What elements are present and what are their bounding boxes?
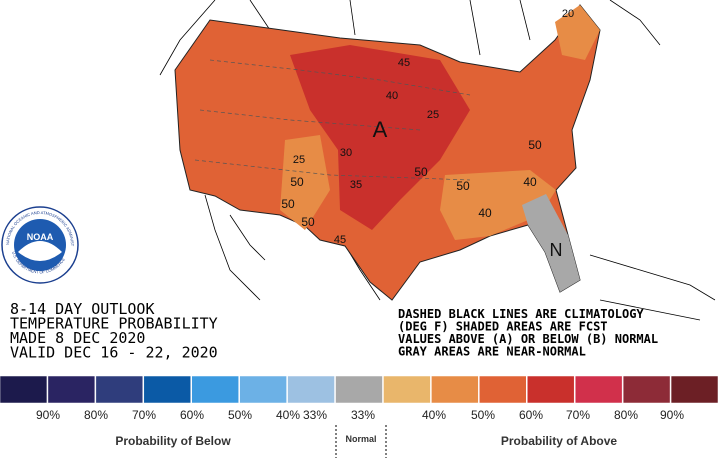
- map-labels: A N 20 45 40 25 30 35 25 50 50 50 45 50 50 50 40 40: [281, 8, 574, 260]
- contour-label: 30: [340, 147, 352, 159]
- legend-swatch: [0, 375, 48, 404]
- climatology-lines: [194, 59, 471, 181]
- contour-label: A: [373, 117, 388, 142]
- legend-label: 50%: [228, 408, 252, 422]
- legend-swatch: [239, 375, 287, 404]
- contour-label: 35: [350, 179, 362, 191]
- legend-label: 70%: [132, 408, 156, 422]
- legend-swatch: [527, 375, 575, 404]
- title-line: MADE 8 DEC 2020: [10, 329, 145, 347]
- title-line: VALID DEC 16 - 22, 2020: [10, 344, 218, 362]
- contour-label: 50: [528, 138, 542, 152]
- contour-label: 50: [301, 215, 315, 229]
- contour-label: 45: [398, 57, 410, 69]
- legend-label: 33%: [303, 408, 327, 422]
- legend-swatch: [335, 375, 383, 404]
- contour-label: 40: [478, 206, 492, 220]
- normal-title: Normal: [345, 434, 376, 444]
- notes-block: DASHED BLACK LINES ARE CLIMATOLOGY(DEG F…: [398, 307, 658, 359]
- legend-label: 60%: [180, 408, 204, 422]
- contour-label: 40: [523, 175, 537, 189]
- legend-label: 60%: [519, 408, 543, 422]
- above-40-region: [555, 5, 600, 60]
- legend-swatch: [191, 375, 239, 404]
- contour-label: 50: [414, 165, 428, 179]
- legend-swatch: [47, 375, 96, 404]
- contour-label: 50: [281, 197, 295, 211]
- contour-label: 45: [334, 234, 346, 246]
- below-title: Probability of Below: [115, 434, 231, 448]
- legend-swatch: [479, 375, 527, 404]
- contour-label: 25: [427, 109, 439, 121]
- contour-label: 50: [456, 179, 470, 193]
- legend-label: 90%: [36, 408, 60, 422]
- contour-label: 25: [293, 154, 305, 166]
- title-line: 8-14 DAY OUTLOOK: [10, 300, 155, 318]
- above-title: Probability of Above: [501, 434, 618, 448]
- legend-label: 70%: [566, 408, 590, 422]
- legend-swatch: [670, 375, 719, 404]
- contour-label: 50: [290, 175, 304, 189]
- above-60-region: [290, 45, 470, 230]
- legend-swatch: [143, 375, 191, 404]
- logo-name: NOAA: [27, 232, 54, 242]
- above-40-region: [440, 170, 556, 240]
- above-40-region: [280, 135, 330, 230]
- legend-swatch: [622, 375, 671, 404]
- legend-swatch: [574, 375, 623, 404]
- note-line: GRAY AREAS ARE NEAR-NORMAL: [398, 345, 586, 359]
- contour-label: 40: [386, 90, 398, 102]
- note-line: VALUES ABOVE (A) OR BELOW (B) NORMAL: [398, 332, 658, 346]
- logo-bird: [18, 241, 62, 261]
- note-line: DASHED BLACK LINES ARE CLIMATOLOGY: [398, 307, 644, 321]
- legend-label: 80%: [614, 408, 638, 422]
- legend-swatch: [287, 375, 335, 404]
- mexico-caribbean-lines: [204, 194, 716, 321]
- note-line: (DEG F) SHADED AREAS ARE FCST: [398, 320, 608, 334]
- canada-lines: [159, 0, 661, 76]
- legend-label: 33%: [351, 408, 375, 422]
- contour-label: 20: [562, 8, 574, 20]
- legend-label: 90%: [660, 408, 684, 422]
- near-normal-region: [522, 194, 580, 292]
- title-line: TEMPERATURE PROBABILITY: [10, 315, 218, 333]
- legend-swatch: [383, 375, 431, 404]
- contour-label: N: [550, 240, 563, 260]
- legend-swatch: [431, 375, 479, 404]
- legend-label: 80%: [84, 408, 108, 422]
- legend-label: 50%: [471, 408, 495, 422]
- legend: 90% 80% 70% 60% 50% 40% 33% 33% 40% 50% 60% 70% 80% 9…: [0, 375, 719, 422]
- legend-swatch: [95, 375, 144, 404]
- legend-label: 40%: [422, 408, 446, 422]
- legend-label: 40%: [276, 408, 300, 422]
